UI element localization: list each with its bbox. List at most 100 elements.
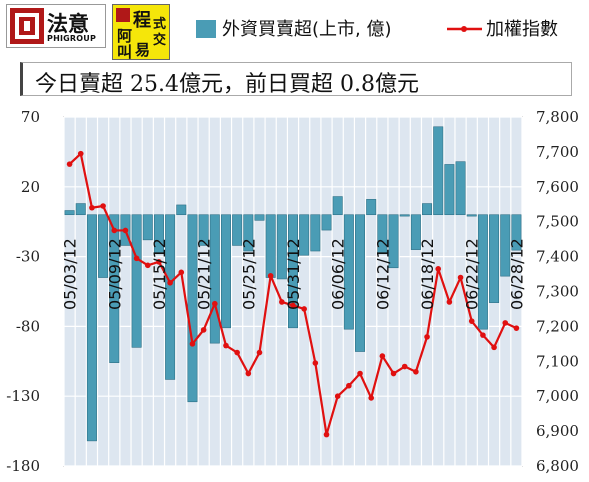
index-point-05-07 <box>89 204 95 211</box>
bar-06-18 <box>422 203 433 216</box>
index-point-05-25 <box>245 370 252 377</box>
bar-05-25 <box>243 214 254 252</box>
headline-text: 今日賣超 25.4億元，前日買超 0.8億元 <box>35 72 419 97</box>
bar-06-05 <box>321 214 332 231</box>
index-point-06-20 <box>446 299 453 305</box>
index-point-06-07 <box>346 382 352 389</box>
right-tick-label: 7,600 <box>536 178 579 196</box>
index-point-05-04 <box>77 150 84 157</box>
bar-06-06 <box>332 196 343 216</box>
index-point-05-17 <box>178 269 185 276</box>
index-point-06-18 <box>424 334 430 340</box>
bar-05-07 <box>86 214 97 442</box>
bar-06-14 <box>399 214 410 217</box>
date-label: 05/15/12 <box>150 238 169 310</box>
right-tick-label: 7,400 <box>536 248 579 266</box>
date-label: 06/28/12 <box>507 238 526 310</box>
right-tick-label: 6,900 <box>536 422 579 440</box>
index-point-06-14 <box>401 363 408 370</box>
bar-05-21 <box>198 214 209 246</box>
bar-05-14 <box>142 214 153 241</box>
right-tick-label: 7,100 <box>536 352 579 370</box>
index-point-05-11 <box>133 255 140 262</box>
index-point-05-14 <box>144 262 151 269</box>
date-label: 05/25/12 <box>239 238 258 310</box>
bar-06-28 <box>511 214 522 251</box>
bar-05-11 <box>131 214 142 348</box>
bar-06-26 <box>489 214 500 303</box>
bar-06-19 <box>433 126 444 216</box>
index-point-05-10 <box>122 227 129 234</box>
bar-06-12 <box>377 214 388 255</box>
index-point-06-22 <box>468 318 475 324</box>
bar-05-22 <box>209 214 220 344</box>
index-point-06-25 <box>480 332 486 338</box>
date-label: 06/22/12 <box>463 238 482 310</box>
index-point-05-28 <box>256 349 263 356</box>
index-point-06-01 <box>301 306 307 312</box>
index-point-06-28 <box>513 325 520 331</box>
index-point-06-12 <box>379 353 386 359</box>
bar-06-21 <box>455 161 466 216</box>
line-series <box>66 150 520 438</box>
legend-bar-label: 外資買賣超(上市, 億) <box>222 19 392 40</box>
legend: 外資買賣超(上市, 億) 加權指數 <box>196 19 558 40</box>
bar-06-01 <box>299 214 310 256</box>
logo-stamp-icon <box>116 8 130 22</box>
index-point-06-13 <box>390 370 397 377</box>
logo-char: 阿 <box>117 27 133 45</box>
bar-06-07 <box>343 214 354 330</box>
index-point-05-09 <box>111 227 118 234</box>
index-point-05-30 <box>279 299 285 305</box>
legend-line-marker <box>461 26 467 32</box>
date-label: 06/06/12 <box>329 238 348 310</box>
index-point-05-08 <box>100 203 106 209</box>
index-point-05-16 <box>167 279 173 286</box>
bar-05-09 <box>109 214 120 363</box>
date-labels: 05/03/12 05/09/12 05/15/12 05/21/12 05/25/12… <box>61 238 527 310</box>
bar-06-13 <box>388 214 399 269</box>
logo-mark-icon <box>10 8 44 44</box>
bar-06-22 <box>466 214 477 217</box>
index-point-05-31 <box>290 302 296 309</box>
index-point-05-23 <box>223 342 229 349</box>
logo-char: 易 <box>135 41 151 59</box>
date-label: 06/18/12 <box>418 238 437 310</box>
bar-05-24 <box>232 214 243 246</box>
index-point-06-27 <box>502 320 509 326</box>
index-point-06-08 <box>357 370 363 377</box>
index-point-05-22 <box>212 300 218 307</box>
legend-line-label: 加權指數 <box>486 19 558 40</box>
bar-06-11 <box>366 199 377 216</box>
bar-05-04 <box>75 203 86 216</box>
left-tick-label: -30 <box>16 248 40 266</box>
bar-05-03 <box>64 210 75 216</box>
logo-char: 式 <box>153 17 167 32</box>
bar-06-04 <box>310 214 321 252</box>
phigroup-logo: 法意 PHIGROUP <box>6 4 106 48</box>
program-trading-logo: 程 式 阿 叫 易 交 <box>112 4 170 61</box>
right-tick-label: 7,700 <box>536 143 579 161</box>
index-point-05-15 <box>156 259 162 265</box>
bar-06-25 <box>477 214 488 330</box>
bar-06-27 <box>500 214 511 277</box>
right-tick-label: 7,000 <box>536 387 579 405</box>
bar-06-08 <box>355 214 366 352</box>
index-point-05-18 <box>189 341 196 347</box>
index-point-06-11 <box>368 395 374 401</box>
date-label: 05/31/12 <box>284 238 303 310</box>
index-point-05-29 <box>267 272 274 279</box>
logo-char: 交 <box>153 33 167 48</box>
index-point-05-24 <box>234 349 240 356</box>
index-point-06-05 <box>323 431 330 438</box>
index-point-06-21 <box>457 274 464 281</box>
legend-bar-swatch <box>196 20 216 38</box>
logo-brand-text: 法意 <box>47 12 89 36</box>
index-point-06-04 <box>312 360 319 366</box>
bar-05-31 <box>288 214 298 329</box>
bar-05-30 <box>276 214 287 280</box>
bar-05-23 <box>220 214 231 329</box>
bar-05-17 <box>176 204 187 216</box>
logo-char: 程 <box>133 10 151 31</box>
